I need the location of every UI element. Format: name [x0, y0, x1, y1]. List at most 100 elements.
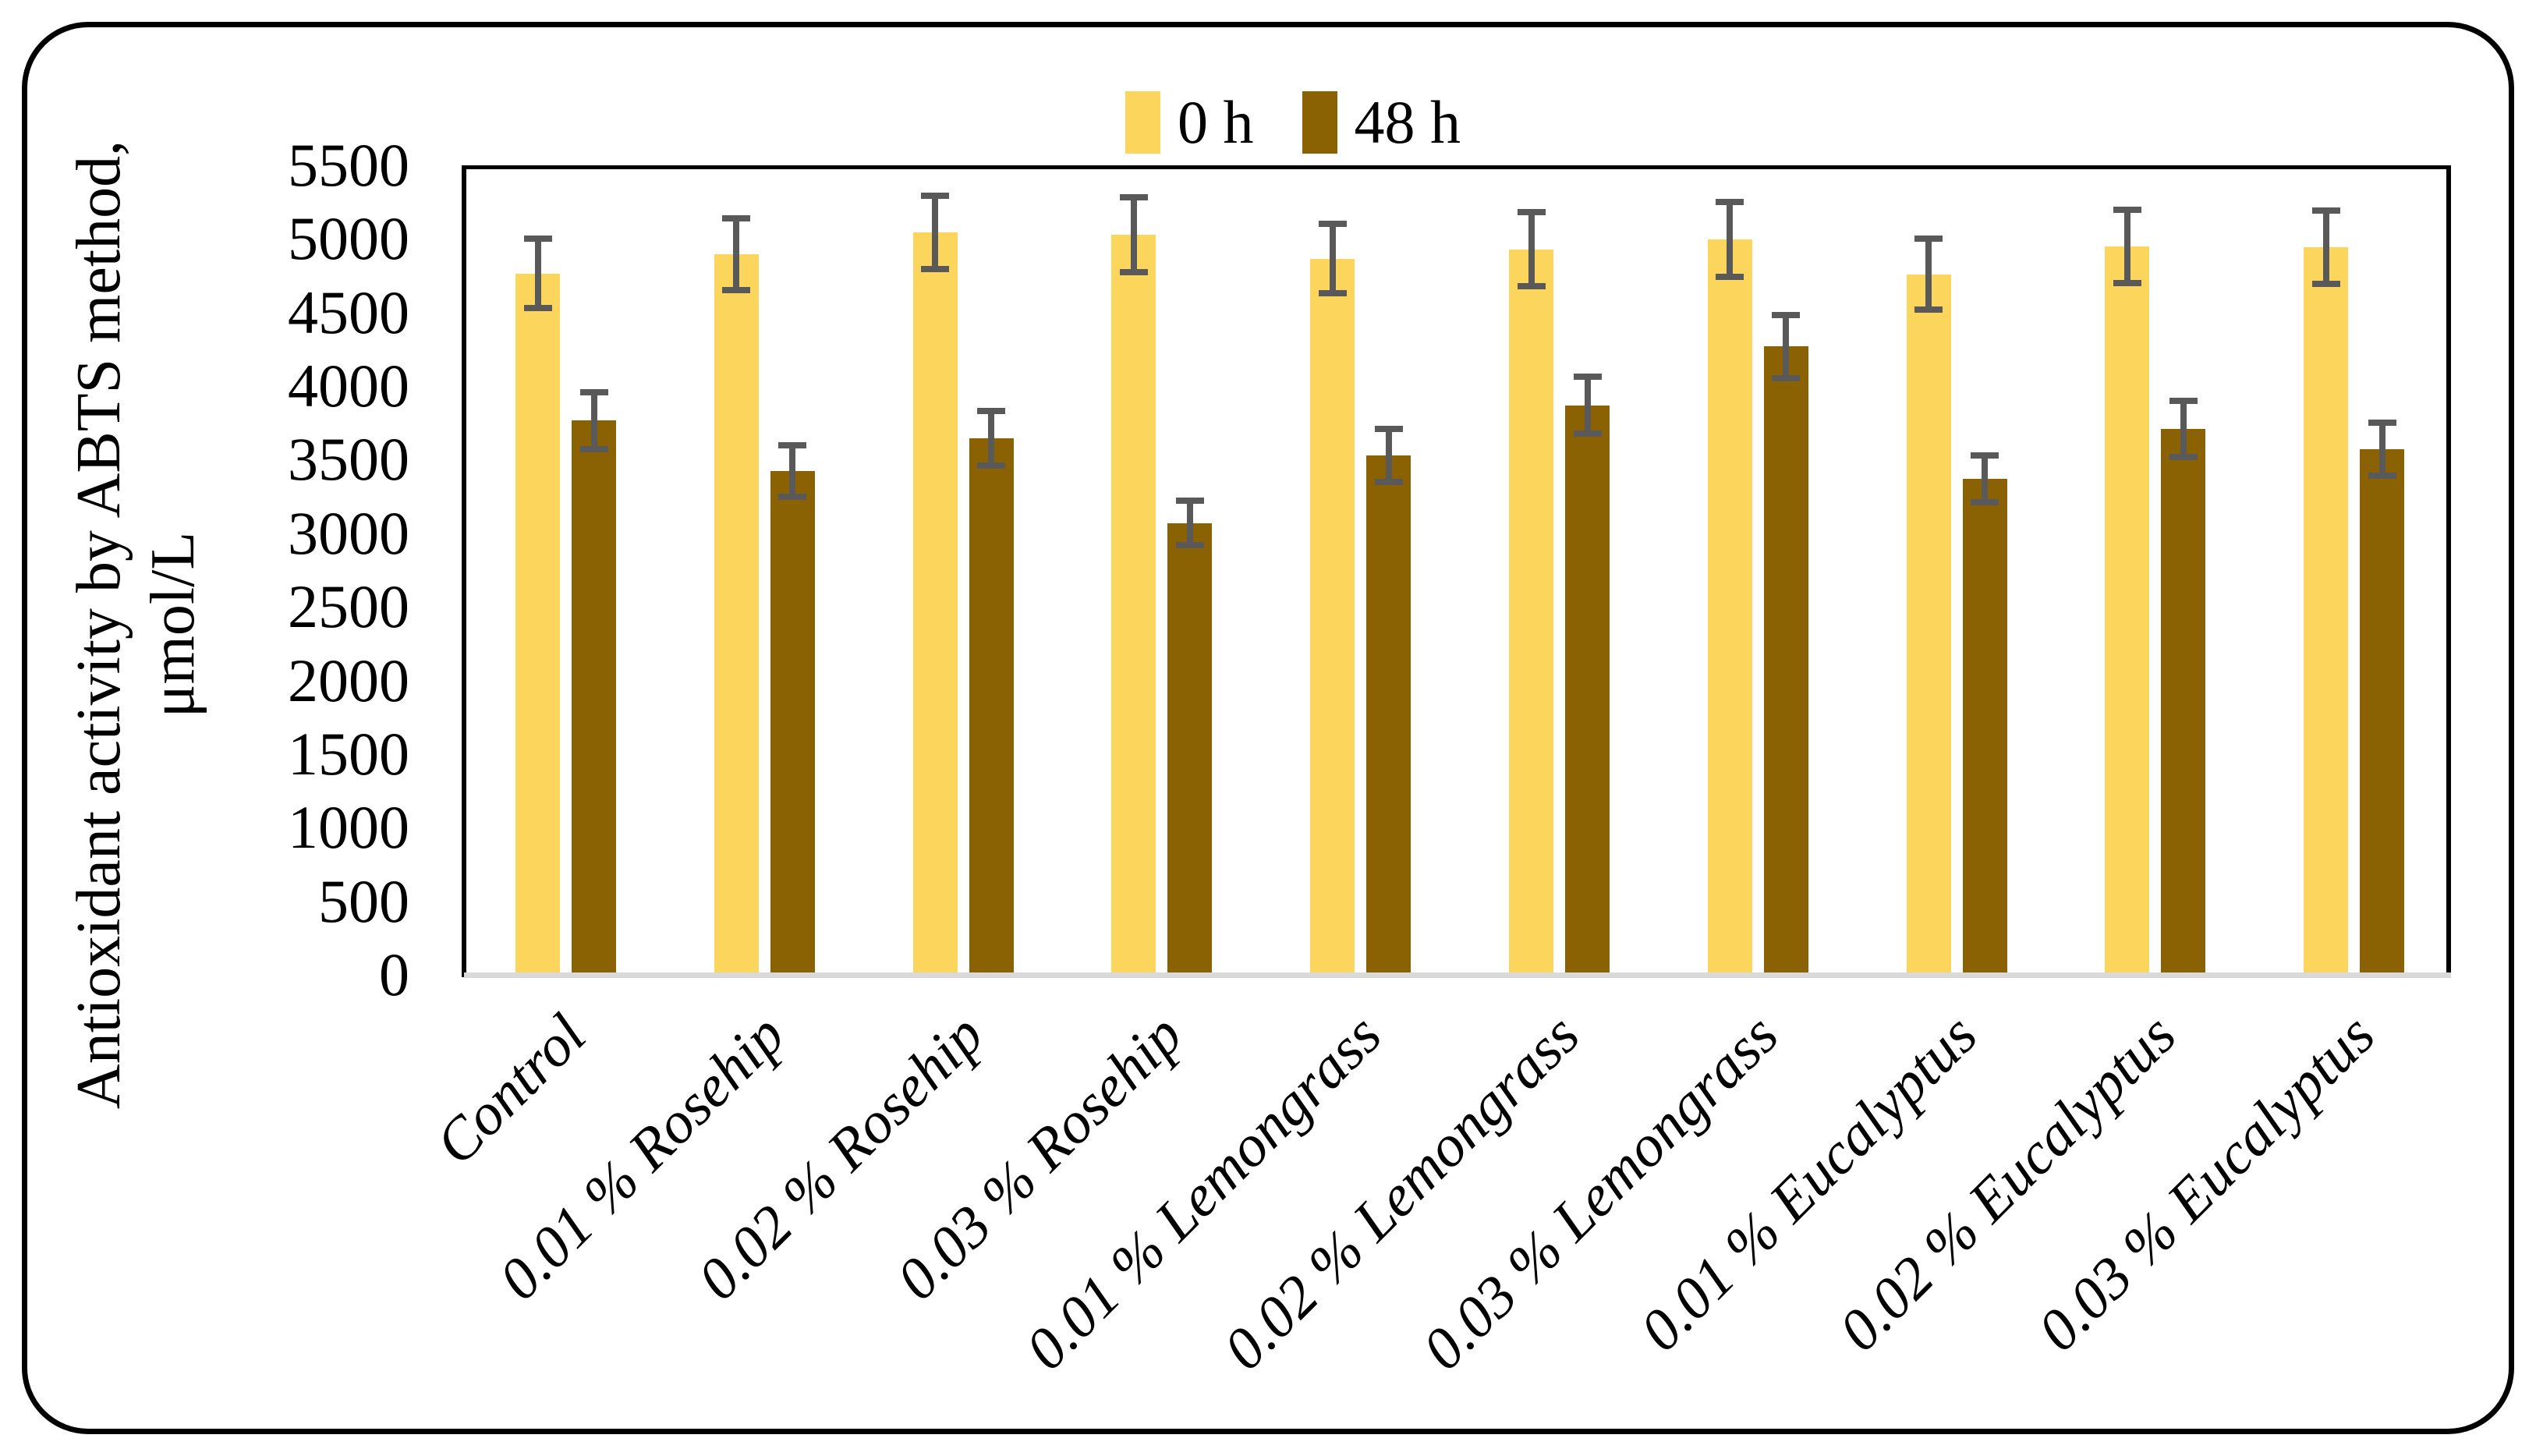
error-bar-cap-top-48-h-0-03-rosehip	[1175, 498, 1204, 505]
error-bar-line-48-h-0-01-lemongrass	[1385, 428, 1392, 482]
bar-48-h-0-01-lemongrass	[1366, 455, 1411, 975]
bar-48-h-0-03-eucalyptus	[2360, 449, 2405, 975]
error-bar-line-48-h-0-02-rosehip	[988, 411, 995, 466]
bar-48-h-0-03-lemongrass	[1763, 346, 1808, 975]
error-bar-line-0-h-0-01-eucalyptus	[1925, 239, 1932, 310]
y-tick-label-0: 0	[379, 941, 409, 1008]
error-bar-line-48-h-0-03-rosehip	[1186, 501, 1193, 545]
error-bar-cap-bottom-48-h-0-01-lemongrass	[1374, 478, 1403, 485]
y-tick-label-2500: 2500	[288, 572, 409, 641]
error-bar-cap-top-0-h-0-02-eucalyptus	[2113, 206, 2141, 213]
bar-48-h-0-02-rosehip	[969, 438, 1014, 975]
y-tick-label-500: 500	[318, 866, 409, 935]
error-bar-cap-bottom-48-h-0-02-eucalyptus	[2169, 453, 2198, 460]
error-bar-cap-top-48-h-control	[579, 388, 608, 395]
error-bar-line-0-h-0-02-eucalyptus	[2123, 209, 2130, 283]
y-axis-line	[462, 165, 466, 977]
bar-48-h-0-03-rosehip	[1167, 523, 1213, 975]
error-bar-cap-top-0-h-0-03-rosehip	[1119, 193, 1148, 200]
bar-48-h-0-01-rosehip	[770, 470, 815, 975]
error-bar-cap-bottom-0-h-0-02-eucalyptus	[2113, 279, 2141, 286]
error-bar-cap-top-0-h-0-03-lemongrass	[1716, 199, 1744, 206]
error-bar-cap-top-48-h-0-03-lemongrass	[1772, 311, 1801, 318]
plot-frame-top	[464, 165, 2451, 169]
error-bar-cap-bottom-0-h-0-01-eucalyptus	[1914, 306, 1943, 313]
bar-48-h-0-01-eucalyptus	[1962, 478, 2007, 975]
y-tick-label-2000: 2000	[288, 646, 409, 714]
bar-0-h-0-02-rosehip	[912, 232, 958, 975]
y-tick-label-1500: 1500	[288, 719, 409, 788]
legend: 0 h 48 h	[1125, 90, 1461, 154]
error-bar-line-0-h-0-03-rosehip	[1130, 197, 1137, 272]
error-bar-cap-bottom-0-h-0-01-rosehip	[722, 287, 751, 294]
y-tick-label-1000: 1000	[288, 793, 409, 862]
error-bar-cap-bottom-48-h-0-03-lemongrass	[1772, 374, 1801, 381]
x-axis-baseline	[464, 972, 2451, 978]
error-bar-cap-top-48-h-0-01-eucalyptus	[1971, 452, 1999, 459]
error-bar-cap-top-0-h-control	[523, 236, 552, 243]
y-tick-label-3000: 3000	[288, 498, 409, 567]
error-bar-cap-bottom-48-h-0-01-eucalyptus	[1971, 499, 1999, 506]
error-bar-cap-top-48-h-0-01-rosehip	[778, 441, 807, 448]
bar-0-h-0-01-lemongrass	[1310, 258, 1355, 975]
error-bar-cap-bottom-48-h-0-03-rosehip	[1175, 541, 1204, 548]
y-tick-label-4000: 4000	[288, 352, 409, 420]
error-bar-cap-top-48-h-0-01-lemongrass	[1374, 425, 1403, 432]
error-bar-line-0-h-0-03-eucalyptus	[2322, 210, 2329, 284]
error-bar-cap-bottom-48-h-0-03-eucalyptus	[2368, 473, 2396, 480]
error-bar-cap-top-48-h-0-02-rosehip	[977, 408, 1006, 415]
error-bar-cap-bottom-48-h-0-02-lemongrass	[1573, 430, 1602, 438]
bar-0-h-0-01-rosehip	[714, 254, 759, 975]
error-bar-cap-top-48-h-0-02-lemongrass	[1573, 373, 1602, 380]
y-tick-label-4500: 4500	[288, 278, 409, 346]
legend-swatch-48-h	[1302, 91, 1337, 154]
error-bar-cap-top-0-h-0-01-eucalyptus	[1914, 236, 1943, 243]
legend-label: 0 h	[1178, 88, 1254, 156]
error-bar-line-48-h-0-02-lemongrass	[1584, 376, 1591, 434]
error-bar-cap-top-0-h-0-01-rosehip	[722, 214, 751, 221]
error-bar-cap-bottom-48-h-0-01-rosehip	[778, 493, 807, 500]
bar-0-h-0-03-lemongrass	[1707, 239, 1752, 975]
y-tick-label-3500: 3500	[288, 425, 409, 494]
legend-swatch-0-h	[1125, 91, 1160, 154]
bar-0-h-control	[515, 273, 560, 975]
legend-label: 48 h	[1354, 88, 1461, 156]
error-bar-cap-top-0-h-0-02-lemongrass	[1517, 209, 1546, 216]
error-bar-line-0-h-0-02-rosehip	[932, 195, 939, 270]
error-bar-cap-top-48-h-0-02-eucalyptus	[2169, 397, 2198, 404]
bar-0-h-0-02-lemongrass	[1509, 249, 1553, 975]
bar-48-h-control	[572, 420, 616, 975]
error-bar-cap-bottom-0-h-0-01-lemongrass	[1318, 290, 1347, 297]
error-bar-line-0-h-0-01-lemongrass	[1329, 224, 1336, 294]
error-bar-line-0-h-0-02-lemongrass	[1528, 212, 1535, 286]
error-bar-line-0-h-control	[534, 239, 541, 309]
error-bar-cap-top-0-h-0-02-rosehip	[921, 192, 950, 199]
bar-0-h-0-03-eucalyptus	[2304, 246, 2349, 975]
error-bar-line-48-h-0-01-rosehip	[789, 445, 796, 497]
error-bar-cap-bottom-48-h-control	[579, 446, 608, 453]
legend-item-0-h: 0 h	[1125, 90, 1254, 154]
y-tick-label-5500: 5500	[288, 131, 409, 199]
error-bar-cap-bottom-48-h-0-02-rosehip	[977, 462, 1006, 469]
error-bar-cap-top-48-h-0-03-eucalyptus	[2368, 420, 2396, 427]
y-tick-label-5000: 5000	[288, 204, 409, 273]
legend-item-48-h: 48 h	[1302, 90, 1461, 154]
bar-48-h-0-02-lemongrass	[1565, 405, 1610, 975]
error-bar-cap-bottom-0-h-0-03-lemongrass	[1716, 274, 1744, 281]
error-bar-cap-top-0-h-0-03-eucalyptus	[2311, 207, 2340, 214]
error-bar-line-48-h-control	[590, 391, 597, 450]
error-bar-cap-bottom-0-h-0-03-eucalyptus	[2311, 280, 2340, 287]
figure-rounded-border	[22, 22, 2514, 1434]
bar-0-h-0-03-rosehip	[1111, 234, 1156, 975]
error-bar-line-0-h-0-01-rosehip	[733, 218, 740, 291]
error-bar-cap-top-0-h-0-01-lemongrass	[1318, 221, 1347, 228]
plot-frame-right	[2446, 165, 2451, 977]
error-bar-line-48-h-0-03-lemongrass	[1783, 314, 1790, 378]
error-bar-cap-bottom-0-h-0-02-rosehip	[921, 266, 950, 273]
error-bar-line-48-h-0-02-eucalyptus	[2180, 400, 2187, 457]
error-bar-line-48-h-0-03-eucalyptus	[2378, 423, 2385, 476]
error-bar-cap-bottom-0-h-control	[523, 305, 552, 312]
bar-0-h-0-01-eucalyptus	[1906, 274, 1951, 975]
error-bar-cap-bottom-0-h-0-02-lemongrass	[1517, 282, 1546, 289]
